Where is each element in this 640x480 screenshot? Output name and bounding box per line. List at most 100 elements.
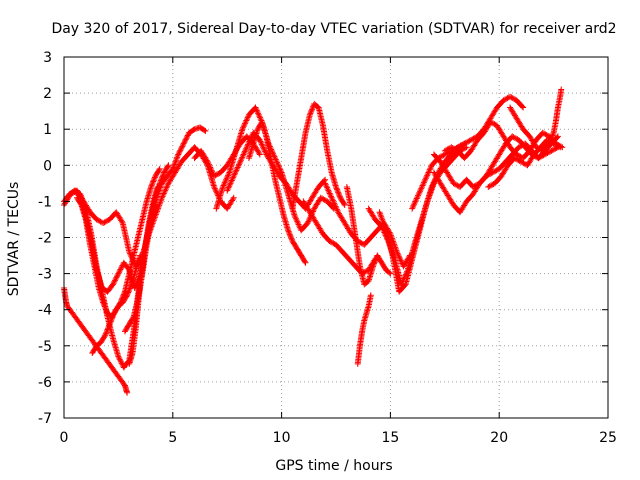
data-point	[174, 152, 181, 159]
data-point	[543, 131, 550, 138]
data-point	[551, 141, 558, 148]
y-axis-label: SDTVAR / TECUs	[6, 182, 22, 297]
series-track-12	[289, 100, 348, 212]
data-point	[252, 104, 259, 111]
data-point	[227, 180, 234, 187]
data-point	[104, 326, 111, 333]
series-track-8	[61, 285, 131, 396]
data-point	[173, 155, 180, 162]
data-point	[420, 179, 427, 186]
data-point	[242, 118, 249, 125]
y-tick-label: -5	[38, 339, 52, 355]
data-point	[327, 238, 334, 245]
data-point	[336, 192, 343, 199]
data-point	[307, 110, 314, 117]
data-point	[412, 198, 419, 205]
data-point	[114, 271, 121, 278]
data-point	[371, 259, 378, 266]
data-point	[306, 217, 313, 224]
data-point	[415, 191, 422, 198]
data-point	[331, 200, 338, 207]
data-point	[228, 177, 235, 184]
data-point	[488, 119, 495, 126]
data-point	[220, 182, 227, 189]
data-point	[211, 173, 218, 180]
data-point	[509, 95, 516, 102]
data-point	[171, 160, 178, 167]
data-point	[109, 313, 116, 320]
data-point	[547, 139, 554, 146]
series-track-23	[507, 86, 565, 154]
data-point	[493, 167, 500, 174]
data-point	[463, 144, 470, 151]
data-point	[549, 147, 556, 154]
data-point	[321, 196, 328, 203]
data-point	[226, 181, 233, 188]
data-point	[124, 389, 131, 396]
data-point	[286, 231, 293, 238]
data-point	[336, 193, 343, 200]
data-point	[159, 173, 166, 180]
data-point	[174, 154, 181, 161]
data-point	[223, 175, 230, 182]
data-point	[108, 315, 115, 322]
data-point	[517, 158, 524, 165]
data-point	[205, 160, 212, 167]
data-point	[276, 165, 283, 172]
data-point	[550, 131, 557, 138]
data-point	[329, 239, 336, 246]
data-point	[544, 137, 551, 144]
data-point	[554, 142, 561, 149]
data-point	[490, 120, 497, 127]
data-point	[229, 196, 236, 203]
data-point	[304, 220, 311, 227]
data-point	[221, 179, 228, 186]
data-point	[430, 181, 437, 188]
series-track-25	[191, 133, 263, 180]
x-axis-label: GPS time / hours	[275, 458, 392, 474]
data-point	[513, 135, 520, 142]
data-point	[486, 183, 493, 190]
data-point	[224, 187, 231, 194]
data-point	[207, 165, 214, 172]
data-point	[175, 151, 182, 158]
y-tick-label: 2	[43, 86, 52, 102]
data-point	[170, 163, 177, 170]
data-point	[427, 165, 434, 172]
data-point	[372, 257, 379, 264]
data-point	[429, 182, 436, 189]
data-point	[171, 161, 178, 168]
data-point	[514, 156, 521, 163]
data-point	[77, 192, 84, 199]
data-point	[463, 139, 470, 146]
data-point	[255, 110, 262, 117]
data-point	[490, 168, 497, 175]
data-point	[416, 188, 423, 195]
data-point	[430, 179, 437, 186]
data-point	[309, 106, 316, 113]
data-point	[229, 176, 236, 183]
data-point	[209, 168, 216, 175]
data-point	[224, 173, 231, 180]
data-point	[431, 178, 438, 185]
data-point	[508, 94, 515, 101]
data-point	[148, 183, 155, 190]
data-point	[367, 292, 374, 299]
data-point	[294, 218, 301, 225]
data-point	[515, 157, 522, 164]
data-point	[420, 181, 427, 188]
data-point	[164, 181, 171, 188]
data-point	[549, 132, 556, 139]
data-point	[258, 141, 265, 148]
data-point	[295, 221, 302, 228]
data-point	[242, 147, 249, 154]
data-point	[165, 162, 172, 169]
data-point	[331, 202, 338, 209]
data-point	[239, 126, 246, 133]
data-point	[487, 182, 494, 189]
data-point	[330, 199, 337, 206]
data-point	[162, 187, 169, 194]
data-point	[548, 147, 555, 154]
data-point	[397, 257, 404, 264]
data-point	[178, 144, 185, 151]
